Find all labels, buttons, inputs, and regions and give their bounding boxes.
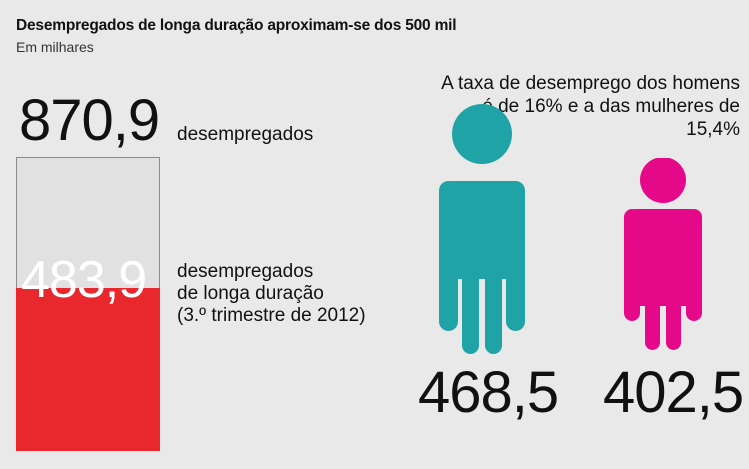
chart-title: Desempregados de longa duração aproximam… [16, 17, 457, 34]
unemployment-bar [16, 157, 160, 451]
man-icon [439, 104, 525, 354]
women-unemployed-value: 402,5 [603, 360, 744, 425]
long-term-unemployed-label: desempregados de longa duração (3.º trim… [177, 261, 397, 327]
long-term-label-line: de longa duração [177, 283, 324, 304]
long-term-unemployed-value: 483,9 [21, 251, 147, 309]
total-unemployed-label: desempregados [177, 124, 314, 145]
long-term-unemployment-bar-fill [16, 288, 160, 451]
woman-icon [624, 158, 702, 350]
men-unemployed-value: 468,5 [418, 360, 559, 425]
unemployment-rate-note: A taxa de desemprego dos homens é de 16%… [440, 72, 740, 141]
long-term-label-line: (3.º trimestre de 2012) [177, 305, 366, 326]
rate-note-line: é de 16% e a das mulheres de 15,4% [482, 96, 740, 140]
total-unemployed-value: 870,9 [19, 88, 160, 153]
long-term-label-line: desempregados [177, 261, 314, 282]
rate-note-line: A taxa de desemprego dos homens [441, 73, 740, 94]
chart-subtitle: Em milhares [16, 39, 94, 55]
